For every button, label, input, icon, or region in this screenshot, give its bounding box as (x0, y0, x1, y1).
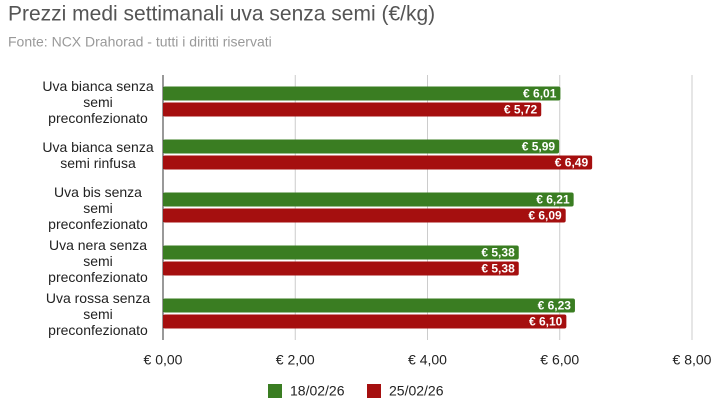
y-tick-label: Uva rossa senza semi preconfezionato (4, 287, 157, 340)
x-tick-label: € 6,00 (540, 352, 579, 368)
bar (163, 208, 566, 223)
bar (163, 139, 560, 154)
value-label: € 5,99 (522, 140, 556, 154)
x-tick-label: € 4,00 (408, 352, 447, 368)
value-label: € 6,49 (555, 156, 589, 170)
x-tick-label: € 8,00 (673, 352, 712, 368)
bar (163, 102, 542, 117)
value-label: € 6,01 (523, 87, 557, 101)
x-tick-label: € 2,00 (276, 352, 315, 368)
bar (163, 298, 575, 313)
category-text: Uva nera senza semi preconfezionato (48, 236, 148, 285)
value-label: € 5,38 (481, 246, 515, 260)
value-label: € 6,21 (536, 193, 570, 207)
chart-subtitle: Fonte: NCX Drahorad - tutti i diritti ri… (8, 34, 272, 50)
bar (163, 314, 567, 329)
legend-label: 25/02/26 (389, 383, 444, 399)
bar (163, 192, 574, 207)
legend-swatch (367, 384, 381, 398)
y-tick-label: Uva bianca senza semi preconfezionato (4, 75, 157, 128)
bar (163, 261, 519, 276)
bar (163, 245, 519, 260)
y-tick-label: Uva bis senza semi preconfezionato (4, 181, 157, 234)
value-label: € 6,09 (528, 209, 562, 223)
y-tick-label: Uva bianca senza semi rinfusa (4, 128, 157, 181)
value-label: € 5,72 (504, 103, 538, 117)
x-tick-label: € 0,00 (144, 352, 183, 368)
legend-label: 18/02/26 (290, 383, 345, 399)
bar (163, 155, 593, 170)
value-label: € 6,23 (538, 299, 572, 313)
legend-swatch (268, 384, 282, 398)
y-tick-label: Uva nera senza semi preconfezionato (4, 234, 157, 287)
chart-title: Prezzi medi settimanali uva senza semi (… (8, 3, 435, 26)
bar (163, 86, 561, 101)
value-label: € 6,10 (529, 315, 563, 329)
category-text: Uva bianca senza semi preconfezionato (42, 77, 154, 126)
category-text: Uva bianca senza semi rinfusa (42, 138, 154, 171)
value-label: € 5,38 (481, 262, 515, 276)
category-text: Uva rossa senza semi preconfezionato (45, 289, 151, 338)
category-text: Uva bis senza semi preconfezionato (48, 183, 148, 232)
